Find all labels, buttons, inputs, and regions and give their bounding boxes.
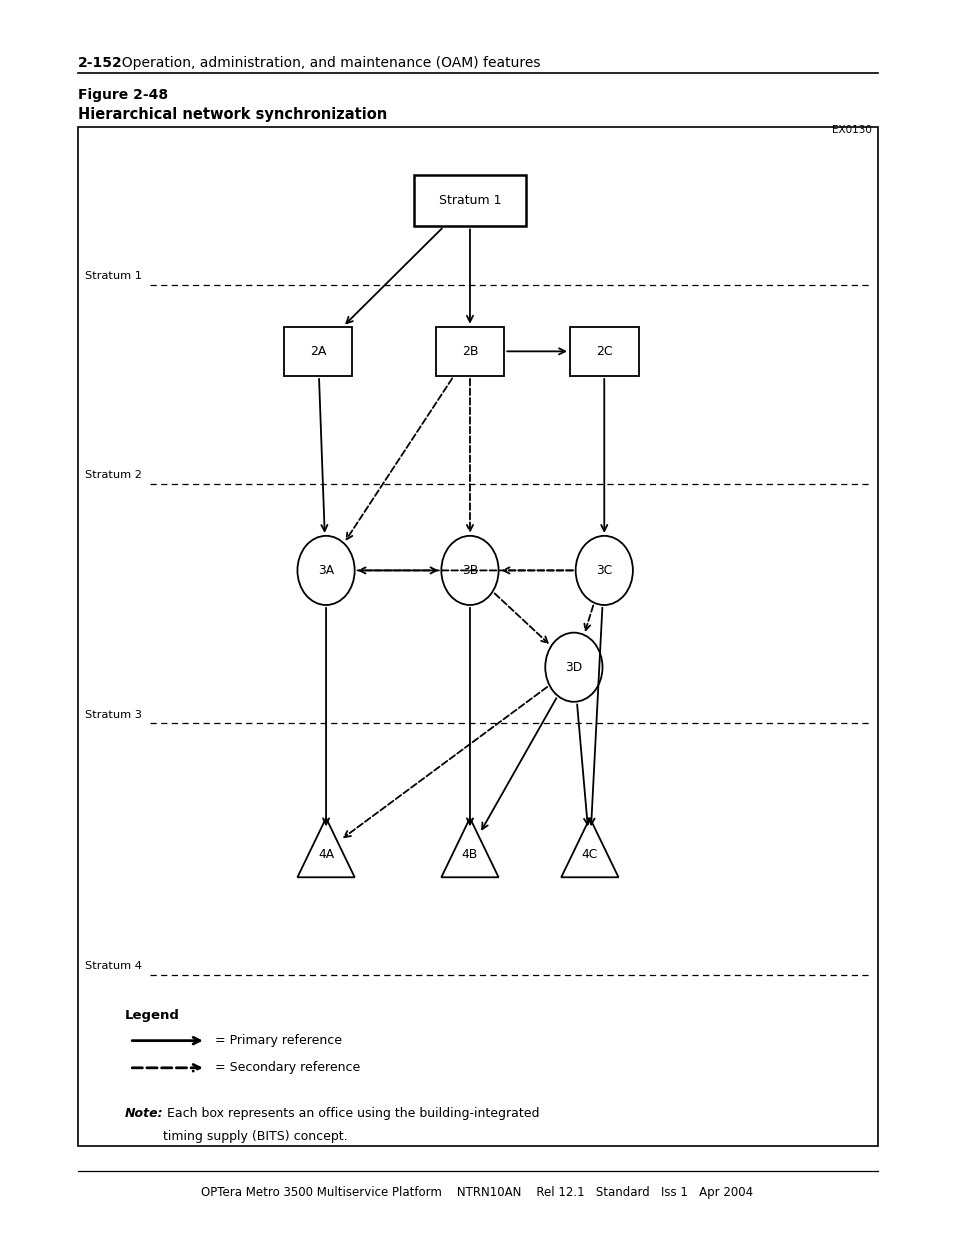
Text: Figure 2-48: Figure 2-48 <box>78 88 168 101</box>
Text: 2-152: 2-152 <box>78 56 123 69</box>
FancyBboxPatch shape <box>414 174 526 226</box>
Ellipse shape <box>545 632 602 701</box>
Text: 3C: 3C <box>596 564 612 577</box>
Text: 3D: 3D <box>565 661 582 674</box>
FancyBboxPatch shape <box>569 326 638 375</box>
FancyBboxPatch shape <box>78 127 877 1146</box>
Text: = Secondary reference: = Secondary reference <box>215 1061 360 1074</box>
Text: Legend: Legend <box>125 1009 179 1021</box>
Text: 2C: 2C <box>596 345 612 358</box>
Ellipse shape <box>441 536 498 605</box>
Text: Note:: Note: <box>125 1108 163 1120</box>
Text: 3A: 3A <box>317 564 334 577</box>
FancyBboxPatch shape <box>436 326 504 375</box>
Ellipse shape <box>297 536 355 605</box>
Text: Stratum 4: Stratum 4 <box>85 961 141 971</box>
Polygon shape <box>441 818 498 877</box>
Polygon shape <box>297 818 355 877</box>
Text: = Primary reference: = Primary reference <box>215 1034 342 1047</box>
Text: EX0130: EX0130 <box>831 125 871 135</box>
Text: 4B: 4B <box>461 847 477 861</box>
Text: Hierarchical network synchronization: Hierarchical network synchronization <box>78 107 387 122</box>
Text: Stratum 2: Stratum 2 <box>85 471 141 480</box>
FancyBboxPatch shape <box>283 326 352 375</box>
Text: Each box represents an office using the building-integrated: Each box represents an office using the … <box>163 1108 538 1120</box>
Text: Operation, administration, and maintenance (OAM) features: Operation, administration, and maintenan… <box>112 56 539 69</box>
Ellipse shape <box>575 536 632 605</box>
Text: 2A: 2A <box>310 345 326 358</box>
Text: Stratum 3: Stratum 3 <box>85 710 141 720</box>
Text: timing supply (BITS) concept.: timing supply (BITS) concept. <box>163 1130 347 1142</box>
Text: Stratum 1: Stratum 1 <box>85 272 141 282</box>
Text: 2B: 2B <box>461 345 477 358</box>
Text: OPTera Metro 3500 Multiservice Platform    NTRN10AN    Rel 12.1   Standard   Iss: OPTera Metro 3500 Multiservice Platform … <box>201 1186 752 1199</box>
Text: 3B: 3B <box>461 564 477 577</box>
Text: Stratum 1: Stratum 1 <box>438 194 500 207</box>
Text: 4C: 4C <box>581 847 598 861</box>
Text: 4A: 4A <box>317 847 334 861</box>
Polygon shape <box>560 818 618 877</box>
